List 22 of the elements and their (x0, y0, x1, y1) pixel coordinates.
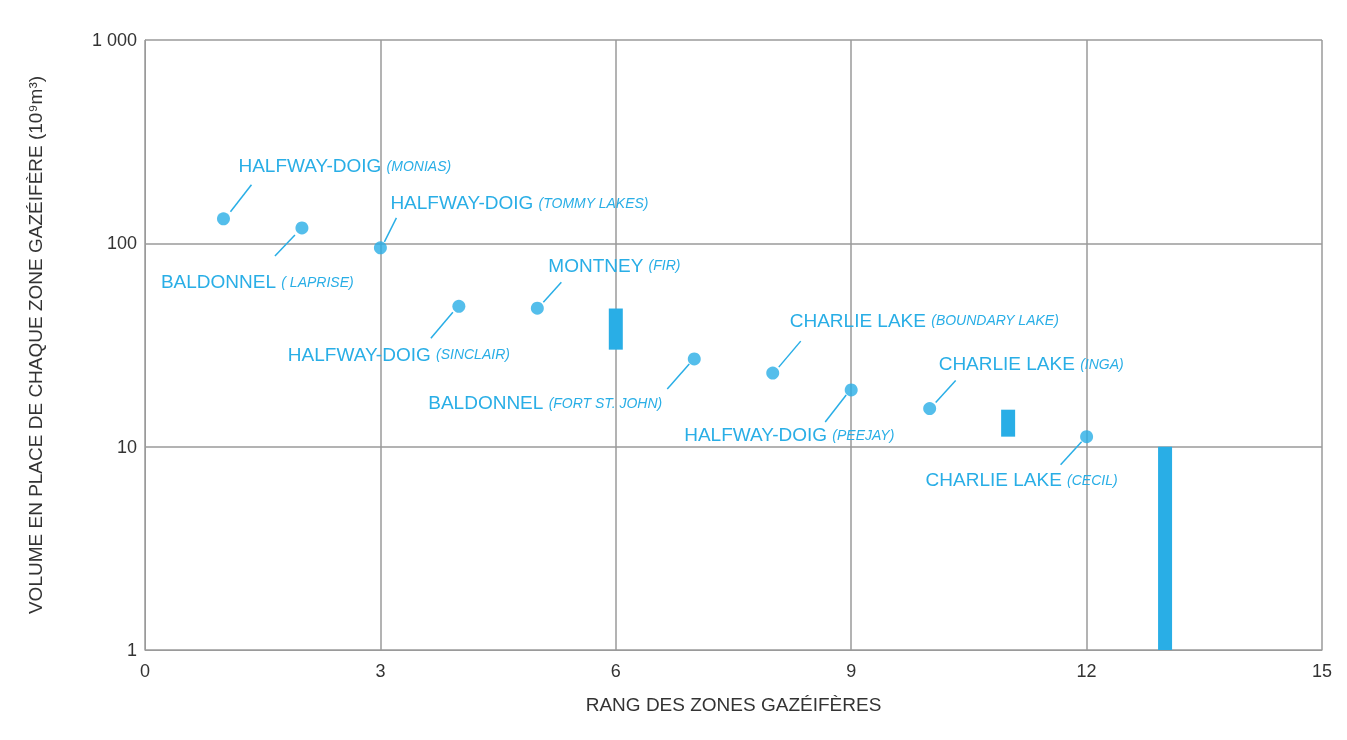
y-tick-label: 100 (106, 233, 137, 254)
x-axis-title: RANG DES ZONES GAZÉIFÈRES (585, 694, 882, 715)
annotation: MONTNEY (FIR) (548, 254, 681, 276)
annotation: CHARLIE LAKE (BOUNDARY LAKE) (789, 309, 1059, 331)
x-tick-label: 3 (375, 661, 386, 681)
x-tick-label: 0 (139, 661, 151, 681)
y-axis-title: VOLUME EN PLACE DE CHAQUE ZONE GAZÉIFÈRE (10⁹m³) (25, 75, 46, 615)
annotation: BALDONNEL ( LAPRISE) (160, 271, 354, 293)
x-tick-label: 9 (846, 661, 857, 681)
annotation: BALDONNEL (FORT ST. JOHN) (428, 392, 663, 414)
annotation: HALFWAY-DOIG (PEEJAY) (684, 424, 895, 446)
y-tick-label: 1 (126, 640, 137, 660)
x-tick-label: 12 (1076, 661, 1097, 681)
annotation: CHARLIE LAKE (CECIL) (925, 469, 1118, 491)
annotation: HALFWAY-DOIG (SINCLAIR) (287, 343, 510, 365)
x-tick-label: 6 (610, 661, 621, 681)
annotation: HALFWAY-DOIG (TOMMY LAKES) (390, 192, 649, 214)
y-tick-label: 1 000 (91, 30, 137, 50)
x-tick-label: 15 (1311, 661, 1333, 681)
annotation: HALFWAY-DOIG (MONIAS) (238, 155, 452, 177)
annotation: CHARLIE LAKE (INGA) (938, 353, 1124, 375)
y-tick-label: 10 (116, 436, 137, 457)
